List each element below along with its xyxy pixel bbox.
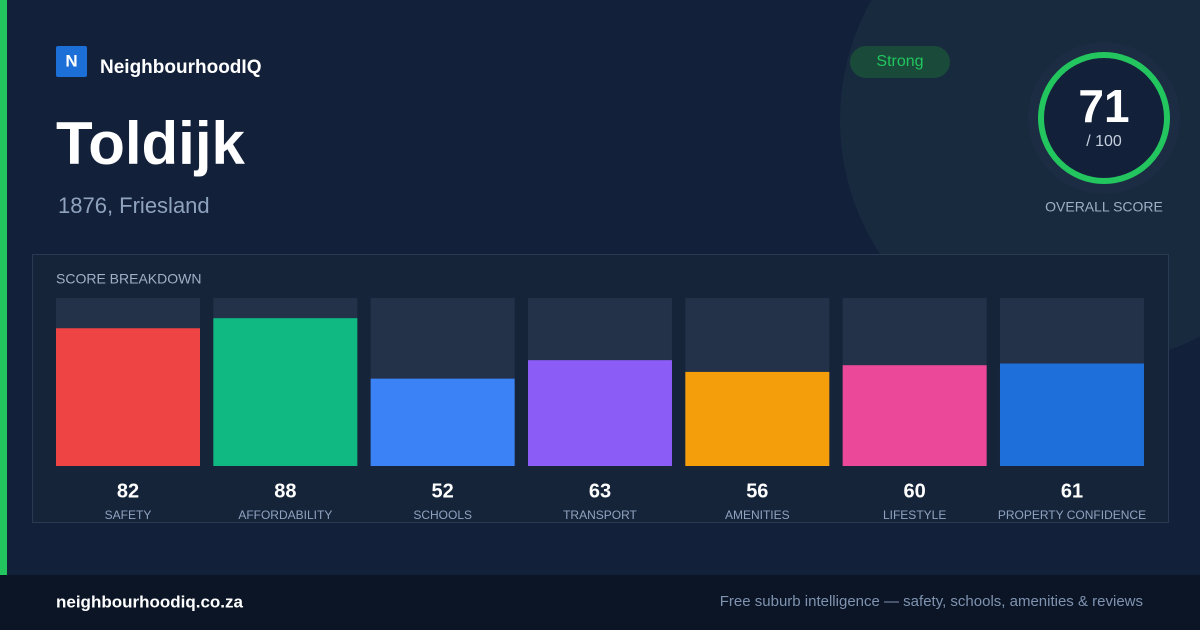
overall-score: 71 — [1078, 80, 1129, 132]
bar — [842, 365, 987, 466]
bar — [527, 360, 672, 466]
bar — [370, 378, 515, 466]
logo-letter: N — [65, 51, 77, 70]
place-name: Toldijk — [56, 110, 246, 177]
bar-label: AFFORDABILITY — [238, 508, 332, 522]
bar-label: PROPERTY CONFIDENCE — [998, 508, 1146, 522]
overall-max: / 100 — [1086, 133, 1122, 150]
bar — [213, 318, 358, 466]
logo — [56, 46, 87, 77]
bar-label: SAFETY — [105, 508, 152, 522]
bar-label: SCHOOLS — [413, 508, 472, 522]
overall-label: OVERALL SCORE — [1045, 199, 1163, 215]
badge — [850, 46, 950, 78]
bar-value: 56 — [746, 480, 768, 502]
score-ring — [1038, 52, 1170, 184]
bar-label: TRANSPORT — [563, 508, 637, 522]
bar-value: 82 — [117, 480, 139, 502]
bar-value: 61 — [1061, 480, 1083, 502]
footer-site: neighbourhoodiq.co.za — [56, 592, 244, 611]
bar-label: LIFESTYLE — [883, 508, 946, 522]
bar — [685, 371, 830, 466]
place-subtitle: 1876, Friesland — [58, 193, 210, 218]
footer-tagline: Free suburb intelligence — safety, schoo… — [720, 593, 1143, 610]
accent-strip — [0, 0, 7, 575]
bar-value: 60 — [904, 480, 926, 502]
badge-text: Strong — [876, 53, 923, 70]
footer — [0, 575, 1200, 630]
bar — [999, 363, 1144, 466]
brand-name: NeighbourhoodIQ — [100, 57, 261, 78]
chart-title: SCORE BREAKDOWN — [56, 271, 201, 287]
bar-value: 63 — [589, 480, 611, 502]
bar-value: 88 — [274, 480, 296, 502]
bar — [56, 328, 200, 466]
bar-label: AMENITIES — [725, 508, 790, 522]
bar-value: 52 — [432, 480, 454, 502]
